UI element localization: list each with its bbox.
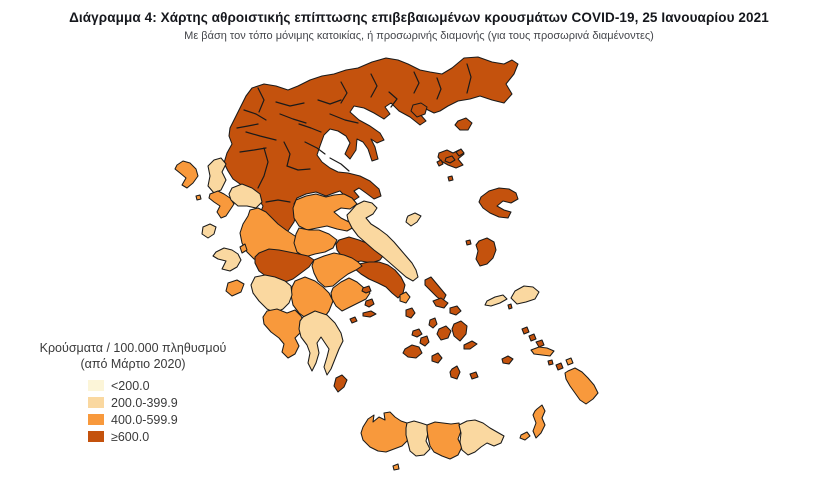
region-ikaria xyxy=(484,294,508,307)
region-evvoia xyxy=(346,200,419,282)
region-ydra xyxy=(362,310,377,318)
region-paros xyxy=(436,325,452,341)
legend-title: Κρούσματα / 100.000 πληθυσμού (από Μάρτι… xyxy=(28,340,238,372)
region-gavdos xyxy=(392,463,400,471)
region-symi xyxy=(565,357,574,366)
legend-row: <200.0 xyxy=(88,378,238,393)
legend-rows: <200.0 200.0-399.9 400.0-599.9 ≥600.0 xyxy=(28,378,238,444)
region-fthiotida xyxy=(292,193,358,232)
region-lasithi xyxy=(458,419,505,456)
region-alonnisos xyxy=(455,148,465,157)
region-syros xyxy=(428,317,438,329)
region-kefallinia xyxy=(212,247,242,272)
region-attiki xyxy=(354,261,406,299)
region-anafi xyxy=(469,371,479,380)
region-kalymnos xyxy=(535,339,545,348)
region-korinthia xyxy=(311,252,363,288)
legend-title-line1: Κρούσματα / 100.000 πληθυσμού xyxy=(39,341,227,355)
region-milos xyxy=(402,344,423,359)
legend-title-line2: (από Μάρτιο 2020) xyxy=(80,357,186,371)
region-kasos xyxy=(519,431,531,441)
region-thasos xyxy=(410,102,428,118)
region-salamina xyxy=(361,285,372,294)
region-kerkyra xyxy=(174,160,199,189)
region-kos xyxy=(530,346,555,357)
region-kea xyxy=(399,291,411,304)
region-preveza xyxy=(208,190,235,219)
region-psara xyxy=(465,239,472,246)
region-ileia xyxy=(250,274,293,314)
region-irakleio xyxy=(426,421,463,460)
region-karpathos xyxy=(532,404,546,439)
legend-swatch-200-399 xyxy=(88,397,104,408)
region-ithaki xyxy=(239,243,248,254)
region-lefkada xyxy=(201,223,217,239)
legend-swatch-ge600 xyxy=(88,431,104,442)
region-kythira xyxy=(333,374,348,393)
region-samos xyxy=(510,285,540,305)
region-skopelos xyxy=(444,155,456,164)
region-tinos xyxy=(432,297,449,309)
region-aigina xyxy=(364,298,375,308)
region-leros xyxy=(528,333,537,342)
legend-swatch-400-599 xyxy=(88,414,104,425)
region-rethymno xyxy=(405,420,431,457)
region-thesprotia xyxy=(207,157,227,194)
region-zakynthos xyxy=(225,279,245,297)
region-sifnos xyxy=(419,335,430,347)
region-achaia xyxy=(254,248,315,283)
region-serifos xyxy=(411,328,423,338)
region-spetses xyxy=(349,316,358,324)
legend-label: 200.0-399.9 xyxy=(111,395,178,410)
legend-label: 400.0-599.9 xyxy=(111,412,178,427)
region-amorgos xyxy=(463,340,478,350)
region-chania xyxy=(360,411,409,453)
region-thira xyxy=(449,365,461,380)
region-patmos xyxy=(521,326,530,335)
region-samothraki xyxy=(454,117,473,131)
region-andros xyxy=(424,276,447,302)
region-fournoi xyxy=(507,303,513,310)
region-chios xyxy=(475,237,497,267)
region-skyros xyxy=(405,212,422,227)
region-rodos xyxy=(564,367,599,405)
legend-row: 400.0-599.9 xyxy=(88,412,238,427)
region-lakonia xyxy=(298,310,344,376)
figure-title: Διάγραμμα 4: Χάρτης αθροιστικής επίπτωση… xyxy=(69,10,769,25)
legend-row: 200.0-399.9 xyxy=(88,395,238,410)
region-tilos xyxy=(555,362,564,371)
map-legend: Κρούσματα / 100.000 πληθυσμού (από Μάρτι… xyxy=(28,340,238,446)
region-paxoi xyxy=(195,194,202,201)
figure-subtitle: Με βάση τον τόπο μόνιμης κατοικίας, ή πρ… xyxy=(184,30,654,42)
region-skiathos xyxy=(436,159,444,167)
legend-swatch-lt200 xyxy=(88,380,104,391)
region-astypalaia xyxy=(501,355,514,365)
region-mykonos xyxy=(449,305,462,316)
region-lesvos xyxy=(478,187,519,219)
legend-label: ≥600.0 xyxy=(111,429,150,444)
region-nisyros xyxy=(547,359,554,366)
region-messinia xyxy=(262,308,306,359)
legend-row: ≥600.0 xyxy=(88,429,238,444)
region-agios-efstratios xyxy=(447,175,454,182)
region-inner-borders xyxy=(236,63,472,203)
region-kythnos xyxy=(405,307,416,319)
region-naxos xyxy=(451,320,468,342)
legend-label: <200.0 xyxy=(111,378,150,393)
map-regions xyxy=(174,56,599,471)
region-fokida xyxy=(293,227,338,258)
region-ios xyxy=(431,352,443,364)
